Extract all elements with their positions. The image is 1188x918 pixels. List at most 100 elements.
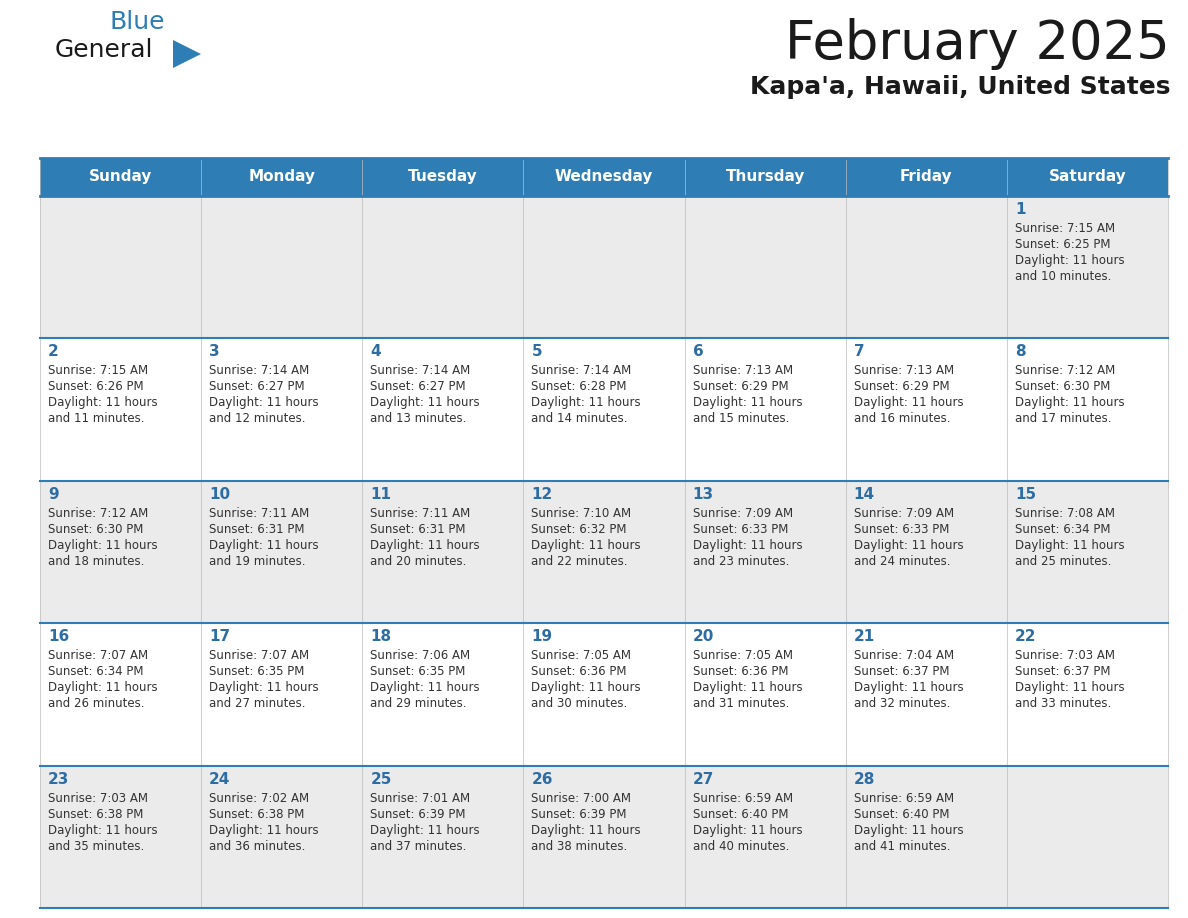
Text: Sunset: 6:31 PM: Sunset: 6:31 PM: [209, 522, 304, 536]
Text: and 13 minutes.: and 13 minutes.: [371, 412, 467, 425]
Bar: [524, 623, 684, 766]
Text: Sunrise: 7:08 AM: Sunrise: 7:08 AM: [1015, 507, 1114, 520]
Text: Daylight: 11 hours: Daylight: 11 hours: [209, 539, 318, 552]
Bar: [846, 158, 1007, 196]
Text: and 14 minutes.: and 14 minutes.: [531, 412, 628, 425]
Text: Sunrise: 7:04 AM: Sunrise: 7:04 AM: [854, 649, 954, 662]
Text: 19: 19: [531, 629, 552, 644]
Bar: [362, 766, 524, 908]
Text: Sunrise: 7:11 AM: Sunrise: 7:11 AM: [209, 507, 309, 520]
Text: and 19 minutes.: and 19 minutes.: [209, 554, 305, 568]
Text: Sunset: 6:30 PM: Sunset: 6:30 PM: [1015, 380, 1111, 394]
Bar: [1007, 766, 1168, 908]
Text: Daylight: 11 hours: Daylight: 11 hours: [1015, 681, 1125, 694]
Text: 20: 20: [693, 629, 714, 644]
Text: 13: 13: [693, 487, 714, 502]
Text: Sunrise: 7:09 AM: Sunrise: 7:09 AM: [693, 507, 792, 520]
Text: Sunrise: 7:10 AM: Sunrise: 7:10 AM: [531, 507, 632, 520]
Text: Sunset: 6:39 PM: Sunset: 6:39 PM: [371, 808, 466, 821]
Text: 17: 17: [209, 629, 230, 644]
Text: Sunset: 6:35 PM: Sunset: 6:35 PM: [371, 666, 466, 678]
Text: Sunrise: 7:07 AM: Sunrise: 7:07 AM: [209, 649, 309, 662]
Text: Sunset: 6:39 PM: Sunset: 6:39 PM: [531, 808, 627, 821]
Bar: [1007, 339, 1168, 481]
Bar: [40, 623, 201, 766]
Text: 25: 25: [371, 772, 392, 787]
Text: 14: 14: [854, 487, 874, 502]
Text: Sunrise: 7:14 AM: Sunrise: 7:14 AM: [531, 364, 632, 377]
Bar: [201, 623, 362, 766]
Text: Sunrise: 7:07 AM: Sunrise: 7:07 AM: [48, 649, 148, 662]
Text: Daylight: 11 hours: Daylight: 11 hours: [693, 539, 802, 552]
Bar: [524, 766, 684, 908]
Bar: [362, 196, 524, 339]
Polygon shape: [173, 40, 201, 68]
Text: and 35 minutes.: and 35 minutes.: [48, 840, 144, 853]
Bar: [40, 766, 201, 908]
Text: Daylight: 11 hours: Daylight: 11 hours: [209, 823, 318, 836]
Text: Daylight: 11 hours: Daylight: 11 hours: [531, 539, 642, 552]
Text: 27: 27: [693, 772, 714, 787]
Text: Sunday: Sunday: [89, 170, 152, 185]
Text: Daylight: 11 hours: Daylight: 11 hours: [854, 539, 963, 552]
Text: Sunrise: 7:14 AM: Sunrise: 7:14 AM: [209, 364, 309, 377]
Text: Monday: Monday: [248, 170, 315, 185]
Text: Daylight: 11 hours: Daylight: 11 hours: [371, 397, 480, 409]
Text: Sunset: 6:36 PM: Sunset: 6:36 PM: [693, 666, 788, 678]
Text: 8: 8: [1015, 344, 1025, 360]
Text: and 26 minutes.: and 26 minutes.: [48, 697, 145, 711]
Text: and 33 minutes.: and 33 minutes.: [1015, 697, 1111, 711]
Text: Tuesday: Tuesday: [407, 170, 478, 185]
Bar: [362, 623, 524, 766]
Text: Daylight: 11 hours: Daylight: 11 hours: [1015, 254, 1125, 267]
Bar: [846, 481, 1007, 623]
Text: Sunset: 6:35 PM: Sunset: 6:35 PM: [209, 666, 304, 678]
Text: and 32 minutes.: and 32 minutes.: [854, 697, 950, 711]
Text: Daylight: 11 hours: Daylight: 11 hours: [209, 397, 318, 409]
Text: Wednesday: Wednesday: [555, 170, 653, 185]
Text: and 41 minutes.: and 41 minutes.: [854, 840, 950, 853]
Text: and 23 minutes.: and 23 minutes.: [693, 554, 789, 568]
Text: and 20 minutes.: and 20 minutes.: [371, 554, 467, 568]
Bar: [524, 481, 684, 623]
Text: Sunrise: 7:15 AM: Sunrise: 7:15 AM: [48, 364, 148, 377]
Text: Daylight: 11 hours: Daylight: 11 hours: [531, 397, 642, 409]
Text: Sunrise: 7:06 AM: Sunrise: 7:06 AM: [371, 649, 470, 662]
Text: Daylight: 11 hours: Daylight: 11 hours: [854, 397, 963, 409]
Text: Daylight: 11 hours: Daylight: 11 hours: [1015, 539, 1125, 552]
Text: Daylight: 11 hours: Daylight: 11 hours: [693, 823, 802, 836]
Text: Kapa'a, Hawaii, United States: Kapa'a, Hawaii, United States: [750, 75, 1170, 99]
Text: 18: 18: [371, 629, 391, 644]
Text: 4: 4: [371, 344, 381, 360]
Text: and 17 minutes.: and 17 minutes.: [1015, 412, 1111, 425]
Text: 10: 10: [209, 487, 230, 502]
Text: 21: 21: [854, 629, 876, 644]
Bar: [40, 158, 201, 196]
Bar: [846, 623, 1007, 766]
Bar: [1007, 196, 1168, 339]
Text: Daylight: 11 hours: Daylight: 11 hours: [48, 397, 158, 409]
Text: and 31 minutes.: and 31 minutes.: [693, 697, 789, 711]
Text: and 36 minutes.: and 36 minutes.: [209, 840, 305, 853]
Text: Sunset: 6:40 PM: Sunset: 6:40 PM: [693, 808, 788, 821]
Text: Sunset: 6:29 PM: Sunset: 6:29 PM: [693, 380, 788, 394]
Text: Sunrise: 6:59 AM: Sunrise: 6:59 AM: [854, 791, 954, 804]
Text: and 10 minutes.: and 10 minutes.: [1015, 270, 1111, 283]
Text: Sunrise: 6:59 AM: Sunrise: 6:59 AM: [693, 791, 792, 804]
Text: Sunset: 6:40 PM: Sunset: 6:40 PM: [854, 808, 949, 821]
Text: 9: 9: [48, 487, 58, 502]
Text: and 18 minutes.: and 18 minutes.: [48, 554, 145, 568]
Text: 22: 22: [1015, 629, 1036, 644]
Text: Sunset: 6:34 PM: Sunset: 6:34 PM: [48, 666, 144, 678]
Bar: [684, 158, 846, 196]
Text: Sunrise: 7:01 AM: Sunrise: 7:01 AM: [371, 791, 470, 804]
Text: and 25 minutes.: and 25 minutes.: [1015, 554, 1111, 568]
Text: Daylight: 11 hours: Daylight: 11 hours: [854, 823, 963, 836]
Text: Sunset: 6:29 PM: Sunset: 6:29 PM: [854, 380, 949, 394]
Text: Sunset: 6:37 PM: Sunset: 6:37 PM: [1015, 666, 1111, 678]
Text: and 27 minutes.: and 27 minutes.: [209, 697, 305, 711]
Bar: [524, 196, 684, 339]
Text: and 29 minutes.: and 29 minutes.: [371, 697, 467, 711]
Text: 28: 28: [854, 772, 876, 787]
Text: Daylight: 11 hours: Daylight: 11 hours: [48, 539, 158, 552]
